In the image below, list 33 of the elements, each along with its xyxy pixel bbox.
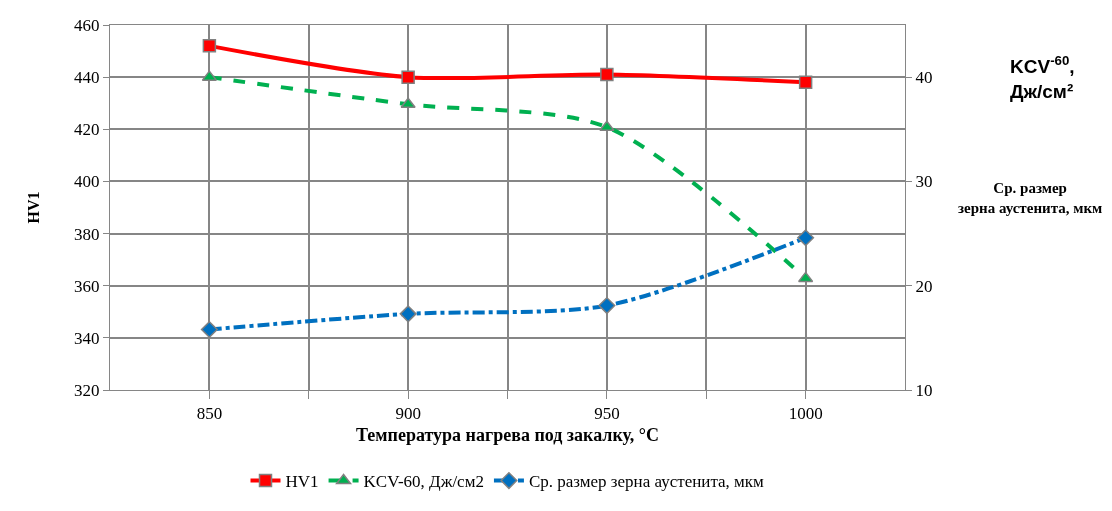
y-tick-label: 460 [74,15,100,35]
legend-label: KCV-60, Дж/см2 [363,472,484,492]
y-tick-label: 360 [74,276,100,296]
point [200,320,218,339]
point [400,97,416,109]
legend-label: Ср. размер зерна аустенита, мкм [528,472,765,492]
x-tick-label: 950 [594,404,620,424]
y-tick-label: 400 [74,172,100,192]
point [600,67,614,82]
y2-tick-label: 30 [915,172,933,192]
point [598,296,616,315]
x-tick-label: 1000 [788,404,823,424]
y2-tick-label: 10 [915,380,933,400]
x-tick-label: 900 [395,404,421,424]
y2-tick-label: 20 [915,276,933,296]
point [798,75,813,90]
point [202,39,217,53]
x-tick-label: 850 [196,404,223,424]
point [797,229,815,247]
y-tick-label: 340 [74,328,100,348]
y-tick-label: 420 [74,120,100,140]
point [399,305,417,323]
y-tick-label: 320 [74,380,100,400]
y2-axis-title: KCV$^{-60}$, Дж/см² [1010,53,1075,102]
legend-label: HV1 [285,472,319,492]
point [401,70,415,84]
y-tick-label: 440 [74,68,100,88]
y2-tick-label: 40 [915,68,933,88]
y-axis-title: HV1 [25,191,42,224]
x-axis-title: Температура нагрева под закалку, °С [356,424,659,445]
point [797,271,814,283]
y-tick-label: 380 [74,224,100,244]
text: Ср. размер зерна аустенита, мкм [958,180,1103,216]
